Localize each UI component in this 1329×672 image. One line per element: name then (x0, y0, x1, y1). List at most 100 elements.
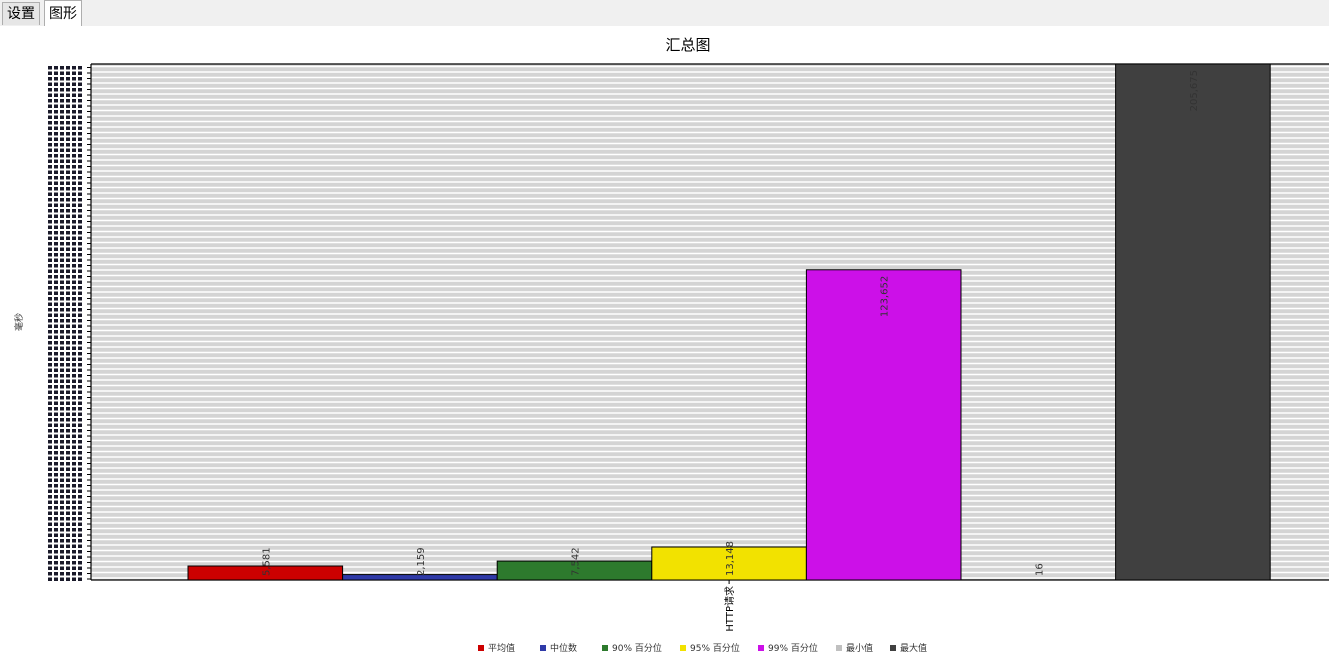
y-tick-label (72, 198, 76, 202)
y-tick-label (78, 82, 82, 86)
y-tick-label (78, 154, 82, 158)
y-tick-label (78, 302, 82, 306)
y-tick-label (78, 335, 82, 339)
tab-settings[interactable]: 设置 (2, 2, 40, 25)
y-tick-label (48, 93, 52, 97)
y-tick-label (72, 379, 76, 383)
y-tick-label (78, 275, 82, 279)
y-tick-label (78, 533, 82, 537)
y-tick-label (66, 214, 70, 218)
y-tick-label (72, 203, 76, 207)
y-tick-label (54, 533, 58, 537)
y-tick-label (60, 269, 64, 273)
tab-graph[interactable]: 图形 (44, 0, 82, 26)
y-tick-label (60, 533, 64, 537)
y-tick-label (54, 247, 58, 251)
y-tick-label (72, 93, 76, 97)
y-tick-label (66, 407, 70, 411)
y-tick-label (54, 126, 58, 130)
y-tick-label (60, 511, 64, 515)
y-tick-label (78, 71, 82, 75)
bar-value-label: 205,675 (1189, 70, 1200, 111)
y-tick-label (72, 99, 76, 103)
y-tick-label (72, 561, 76, 565)
y-tick-label (48, 275, 52, 279)
y-tick-label (60, 253, 64, 257)
y-tick-label (72, 467, 76, 471)
y-tick-label (66, 418, 70, 422)
y-tick-label (72, 143, 76, 147)
y-tick-label (72, 209, 76, 213)
y-tick-label (72, 302, 76, 306)
y-tick-label (48, 181, 52, 185)
y-tick-label (66, 181, 70, 185)
y-tick-label (60, 495, 64, 499)
y-tick-label (66, 451, 70, 455)
y-tick-label (60, 71, 64, 75)
y-tick-label (54, 390, 58, 394)
y-tick-label (66, 517, 70, 521)
y-tick-label (54, 264, 58, 268)
y-tick-label (54, 165, 58, 169)
y-tick-label (66, 528, 70, 532)
y-tick-label (48, 258, 52, 262)
y-tick-label (78, 473, 82, 477)
y-tick-label (66, 440, 70, 444)
y-tick-label (78, 522, 82, 526)
y-tick-label (66, 297, 70, 301)
y-tick-label (48, 203, 52, 207)
y-tick-label (66, 258, 70, 262)
y-tick-label (78, 231, 82, 235)
y-tick-label (54, 478, 58, 482)
y-tick-label (54, 544, 58, 548)
y-tick-label (60, 148, 64, 152)
y-tick-label (72, 451, 76, 455)
y-tick-label (66, 363, 70, 367)
y-tick-label (72, 231, 76, 235)
y-tick-label (72, 374, 76, 378)
y-tick-label (78, 253, 82, 257)
y-tick-label (54, 181, 58, 185)
y-tick-label (60, 137, 64, 141)
y-tick-label (72, 313, 76, 317)
y-tick-label (60, 379, 64, 383)
y-tick-label (60, 132, 64, 136)
y-tick-label (48, 319, 52, 323)
y-tick-label (66, 286, 70, 290)
y-tick-label (48, 214, 52, 218)
y-tick-label (72, 137, 76, 141)
y-tick-label (78, 495, 82, 499)
y-tick-label (72, 319, 76, 323)
y-tick-label (54, 423, 58, 427)
y-tick-label (66, 522, 70, 526)
y-tick-label (54, 456, 58, 460)
y-tick-label (66, 132, 70, 136)
y-tick-label (66, 66, 70, 70)
y-tick-label (48, 533, 52, 537)
y-tick-label (78, 148, 82, 152)
y-tick-label (72, 115, 76, 119)
y-tick-label (66, 484, 70, 488)
y-tick-label (60, 352, 64, 356)
y-tick-label (60, 467, 64, 471)
y-tick-label (54, 324, 58, 328)
y-tick-label (66, 489, 70, 493)
y-tick-label (60, 390, 64, 394)
y-tick-label (60, 577, 64, 581)
y-tick-label (78, 401, 82, 405)
y-tick-label (48, 264, 52, 268)
y-tick-label (60, 280, 64, 284)
y-tick-label (78, 363, 82, 367)
y-tick-label (66, 280, 70, 284)
y-tick-label (54, 445, 58, 449)
y-tick-label (60, 319, 64, 323)
y-tick-label (60, 313, 64, 317)
y-tick-label (72, 192, 76, 196)
y-tick-label (72, 500, 76, 504)
y-tick-label (48, 440, 52, 444)
y-tick-label (54, 176, 58, 180)
y-tick-label (72, 165, 76, 169)
y-tick-label (72, 550, 76, 554)
y-tick-label (48, 297, 52, 301)
y-tick-label (60, 214, 64, 218)
